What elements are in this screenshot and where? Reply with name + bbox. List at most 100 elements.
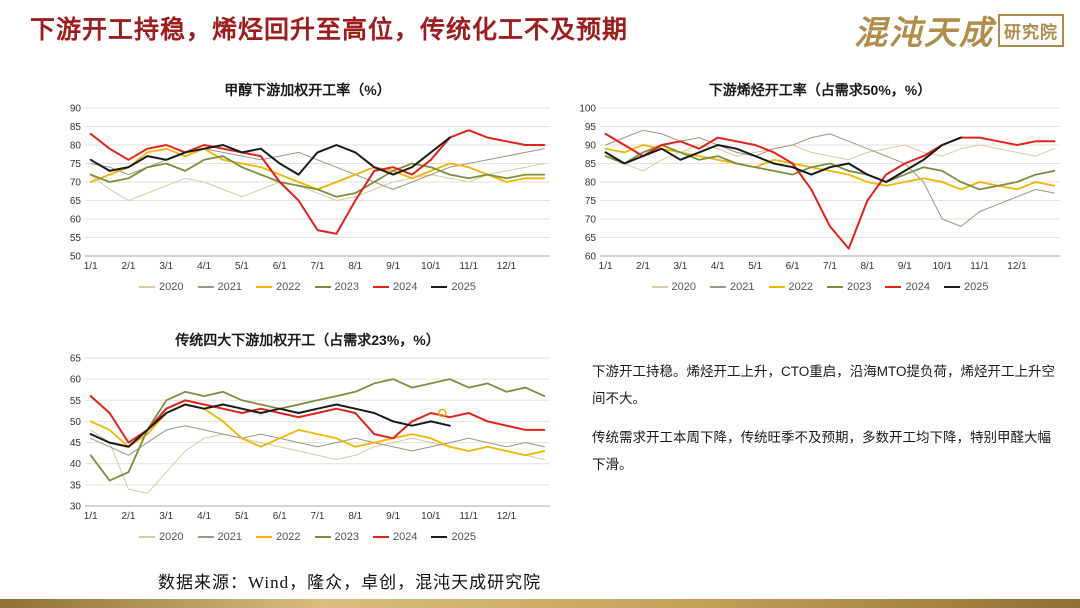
series-line-2023 [89,378,546,482]
svg-text:1/1: 1/1 [84,261,98,272]
svg-text:4/1: 4/1 [197,511,211,522]
svg-text:3/1: 3/1 [673,261,687,272]
series-line-2021 [90,148,545,190]
x-axis-labels: 1/1 2/1 3/1 4/1 5/1 6/1 7/1 8/1 9/1 10/1 11/1 12/1 [84,261,517,272]
svg-text:65: 65 [70,196,82,207]
chart-svg-traditional: 30 35 40 45 50 55 60 65 1/1 2/1 3/1 4/1 5/1 6/1 7/1 8/1… [70,354,550,522]
svg-text:75: 75 [585,196,597,207]
commentary-paragraph: 传统需求开工本周下降，传统旺季不及预期，多数开工均下降，特别甲醛大幅下滑。 [592,430,1051,472]
svg-text:12/1: 12/1 [497,261,517,272]
commentary-paragraph: 下游开工持稳。烯烃开工上升，CTO重启，沿海MTO提负荷，烯烃开工上升空间不大。 [592,364,1056,406]
series-line-2025 [89,403,451,448]
svg-text:55: 55 [70,396,82,407]
chart-legend: 2020 2021 2022 2023 2024 2025 [570,281,1070,293]
svg-text:100: 100 [579,104,596,115]
svg-text:65: 65 [585,233,597,244]
legend-swatch [651,286,668,288]
svg-text:1/1: 1/1 [599,261,613,272]
highlight-marker [438,408,447,418]
legend-label: 2020 [159,281,184,293]
svg-text:60: 60 [585,252,597,263]
svg-text:8/1: 8/1 [348,261,362,272]
legend-item-2024: 2024 [372,531,418,543]
svg-text:55: 55 [70,233,82,244]
svg-text:3/1: 3/1 [159,261,173,272]
svg-text:75: 75 [70,159,82,170]
chart-svg-methanol: 50 55 60 65 70 75 80 85 90 1/1 2/1 3/1 4/1 5/1 6/1 7/1 8… [70,104,550,272]
gridlines [600,107,1060,257]
logo: 混沌天成 研究院 [854,6,1064,54]
x-axis-labels: 1/1 2/1 3/1 4/1 5/1 6/1 7/1 8/1 9/1 10/1 11/1 12/1 [84,511,517,522]
svg-text:1/1: 1/1 [84,511,98,522]
legend-label: 2023 [847,281,872,293]
legend-item-2021: 2021 [197,281,243,293]
series-line-2020 [90,429,545,494]
legend-swatch [314,536,331,538]
legend-label: 2021 [217,281,243,293]
legend-swatch [139,536,156,538]
legend-item-2020: 2020 [139,531,184,543]
legend-label: 2020 [159,531,184,543]
svg-text:80: 80 [585,178,597,189]
legend-label: 2024 [392,531,418,543]
chart-legend: 2020 2021 2022 2023 2024 2025 [55,531,560,543]
legend-item-2022: 2022 [256,281,301,293]
svg-text:40: 40 [70,459,82,470]
legend-label: 2021 [217,531,243,543]
legend-label: 2025 [963,281,989,293]
legend-swatch [197,286,214,288]
svg-text:85: 85 [585,159,597,170]
svg-text:30: 30 [70,502,82,513]
legend-item-2023: 2023 [314,281,359,293]
legend-swatch [372,286,389,288]
legend-swatch [710,286,727,288]
svg-text:90: 90 [70,104,82,115]
legend-item-2022: 2022 [768,281,813,293]
series-line-2023 [89,155,546,198]
svg-text:7/1: 7/1 [823,261,837,272]
bottom-gold-bar [0,599,1080,608]
svg-text:60: 60 [70,375,82,386]
legend-label: 2020 [671,281,697,293]
svg-text:3/1: 3/1 [159,511,173,522]
legend-swatch [768,286,785,288]
legend-label: 2022 [788,281,813,293]
logo-text: 混沌天成 [854,16,994,52]
chart-svg-olefin: 60 65 70 75 80 85 90 95 100 1/1 2/1 3/1 4/1 5/1 6/1 7/1… [579,104,1060,272]
svg-text:6/1: 6/1 [273,261,287,272]
svg-text:7/1: 7/1 [311,261,325,272]
svg-text:2/1: 2/1 [122,261,136,272]
chart-legend: 2020 2021 2022 2023 2024 2025 [55,281,560,293]
chart-methanol-downstream: 甲醇下游加权开工率（%） 50 55 60 65 70 75 80 85 90 1/1 2/1 3/1… [55,80,560,293]
svg-text:5/1: 5/1 [748,261,762,272]
svg-text:95: 95 [585,122,597,133]
svg-text:50: 50 [70,252,82,263]
page-title: 下游开工持稳，烯烃回升至高位，传统化工不及预期 [30,17,629,44]
svg-text:6/1: 6/1 [786,261,800,272]
legend-item-2021: 2021 [197,531,243,543]
svg-text:50: 50 [70,417,82,428]
chart-title: 下游烯烃开工率（占需求50%，%） [708,82,932,98]
series-line-2025 [89,136,451,176]
chart-olefin-operating-rate: 下游烯烃开工率（占需求50%，%） 60 65 70 75 80 85 90 95 100 1/1… [570,80,1070,293]
logo-badge: 研究院 [998,13,1064,47]
legend-label: 2025 [451,281,476,293]
legend-item-2025: 2025 [431,281,476,293]
svg-text:4/1: 4/1 [711,261,725,272]
svg-text:9/1: 9/1 [386,511,400,522]
legend-label: 2024 [905,281,930,293]
legend-item-2023: 2023 [827,281,871,293]
svg-text:7/1: 7/1 [311,511,325,522]
series-line-2022 [89,147,546,191]
svg-text:2/1: 2/1 [122,511,136,522]
legend-label: 2023 [334,531,359,543]
legend-item-2025: 2025 [431,531,476,543]
svg-text:85: 85 [70,122,82,133]
legend-item-2024: 2024 [372,281,417,293]
legend-item-2022: 2022 [256,531,301,543]
chart-title: 传统四大下游加权开工（占需求23%，%） [175,332,440,348]
svg-text:11/1: 11/1 [970,261,989,272]
legend-swatch [256,286,273,288]
legend-item-2020: 2020 [651,281,697,293]
